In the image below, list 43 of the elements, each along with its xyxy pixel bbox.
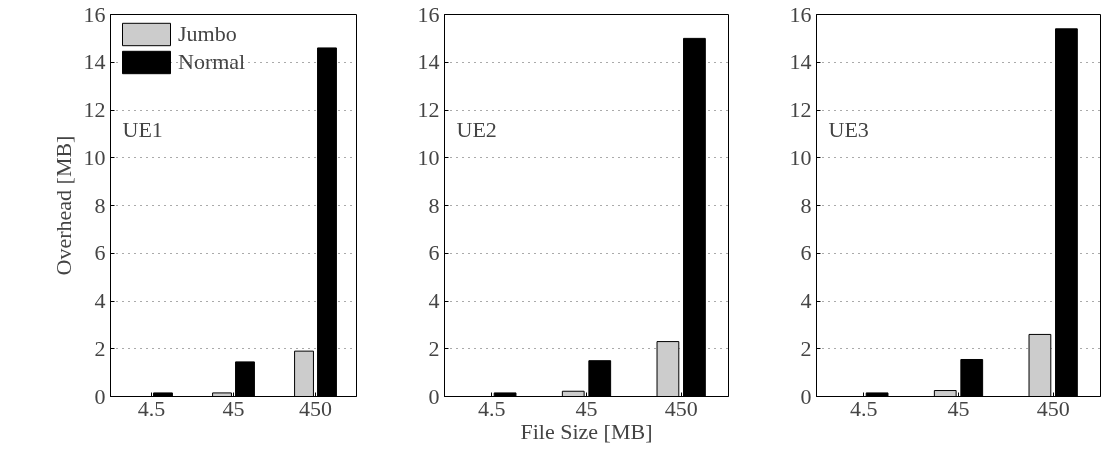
y-tick-label: 6 <box>94 240 106 266</box>
x-axis-title: File Size [MB] <box>520 418 653 444</box>
y-tick-label: 4 <box>94 288 106 313</box>
x-tick-label: 450 <box>664 395 698 421</box>
y-tick-label: 12 <box>83 97 106 122</box>
annotation: UE2 <box>456 116 497 142</box>
legend-label: Normal <box>178 49 246 75</box>
y-tick-label: 2 <box>428 335 440 361</box>
x-tick-label: 4.5 <box>850 395 878 421</box>
y-tick-label: 2 <box>800 335 812 361</box>
y-axis-title: Overhead [MB] <box>50 135 76 276</box>
annotation: UE1 <box>122 116 163 142</box>
legend-label: Jumbo <box>178 21 237 47</box>
y-tick-label: 12 <box>417 97 440 122</box>
y-tick-label: 16 <box>417 1 440 27</box>
y-tick-label: 2 <box>94 335 106 361</box>
y-tick-label: 8 <box>800 192 812 218</box>
y-tick-label: 14 <box>83 49 106 75</box>
y-tick-label: 14 <box>417 49 440 75</box>
y-tick-label: 0 <box>94 383 106 409</box>
x-tick-label: 45 <box>222 395 245 421</box>
x-tick-label: 450 <box>299 395 332 421</box>
y-tick-label: 10 <box>789 144 812 170</box>
y-tick-label: 0 <box>428 383 440 409</box>
y-tick-label: 8 <box>428 192 440 218</box>
x-tick-label: 45 <box>575 395 598 421</box>
y-tick-label: 10 <box>83 144 106 170</box>
y-tick-label: 8 <box>94 192 106 218</box>
y-tick-label: 0 <box>800 383 812 409</box>
y-tick-label: 16 <box>83 1 106 27</box>
y-tick-label: 12 <box>789 97 812 122</box>
y-tick-label: 14 <box>789 49 812 75</box>
x-tick-label: 45 <box>947 395 970 421</box>
y-tick-label: 4 <box>428 288 440 313</box>
y-tick-label: 6 <box>428 240 440 266</box>
y-tick-label: 16 <box>789 1 812 27</box>
annotation: UE3 <box>828 116 869 142</box>
y-tick-label: 4 <box>800 288 812 313</box>
x-tick-label: 4.5 <box>137 395 166 421</box>
y-tick-label: 10 <box>417 144 440 170</box>
x-tick-label: 4.5 <box>478 395 506 421</box>
x-tick-label: 450 <box>1036 395 1070 421</box>
y-tick-label: 6 <box>800 240 812 266</box>
